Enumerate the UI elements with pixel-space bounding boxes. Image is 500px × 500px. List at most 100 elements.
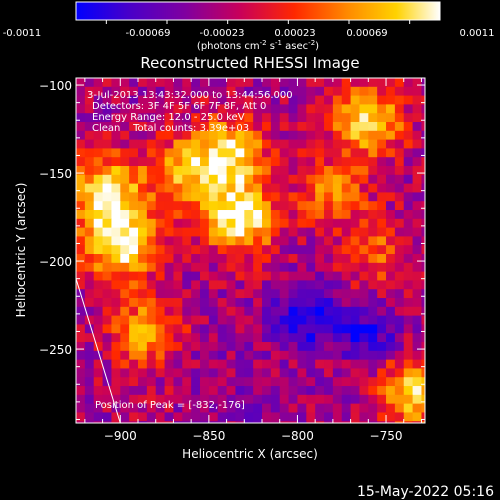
heatmap-cell	[244, 324, 254, 334]
heatmap-cell	[341, 262, 352, 273]
heatmap-cell	[93, 298, 104, 308]
heatmap-cell	[297, 289, 307, 299]
heatmap-cell	[394, 130, 405, 141]
heatmap-cell	[120, 386, 130, 396]
heatmap-cell	[102, 333, 112, 343]
annotation-detectors: Detectors: 3F 4F 5F 6F 7F 8F, Att 0	[92, 101, 266, 112]
heatmap-cell	[288, 394, 298, 405]
heatmap-cell	[315, 289, 325, 299]
heatmap-cell	[84, 298, 95, 308]
heatmap-cell	[270, 298, 281, 308]
heatmap-cell	[288, 192, 298, 202]
heatmap-cell	[208, 236, 219, 246]
heatmap-cell	[306, 113, 316, 123]
heatmap-cell	[368, 113, 378, 123]
heatmap-cell	[226, 262, 236, 273]
heatmap-cell	[226, 412, 236, 422]
heatmap-cell	[332, 333, 343, 343]
heatmap-cell	[341, 368, 352, 378]
heatmap-cell	[146, 86, 157, 97]
heatmap-cell	[403, 280, 414, 290]
heatmap-cell	[306, 227, 316, 237]
heatmap-cell	[279, 394, 290, 405]
heatmap-cell	[288, 148, 298, 158]
heatmap-cell	[84, 394, 95, 405]
heatmap-cell	[279, 342, 290, 352]
heatmap-cell	[350, 86, 360, 97]
heatmap-cell	[129, 289, 139, 299]
heatmap-cell	[403, 359, 414, 369]
heatmap-cell	[253, 368, 263, 378]
heatmap-cell	[332, 368, 343, 378]
heatmap-cell	[93, 210, 104, 220]
heatmap-cell	[412, 271, 422, 281]
heatmap-cell	[102, 254, 112, 264]
heatmap-cell	[262, 280, 272, 290]
heatmap-cell	[279, 359, 290, 369]
heatmap-cell	[332, 218, 343, 229]
heatmap-cell	[208, 262, 219, 273]
heatmap-cell	[244, 113, 254, 123]
heatmap-cell	[421, 227, 425, 237]
heatmap-cell	[262, 201, 272, 211]
heatmap-cell	[332, 122, 343, 132]
heatmap-cell	[394, 236, 405, 246]
heatmap-cell	[76, 245, 86, 255]
heatmap-cell	[279, 86, 290, 97]
heatmap-cell	[262, 315, 272, 325]
heatmap-cell	[235, 218, 245, 229]
heatmap-cell	[182, 174, 192, 185]
heatmap-cell	[279, 298, 290, 308]
heatmap-cell	[262, 139, 272, 149]
heatmap-cell	[217, 298, 228, 308]
heatmap-cell	[253, 148, 263, 158]
heatmap-cell	[235, 306, 245, 317]
heatmap-cell	[324, 95, 334, 105]
heatmap-cell	[403, 350, 414, 361]
heatmap-cell	[270, 166, 281, 176]
heatmap-cell	[155, 254, 166, 264]
heatmap-cell	[164, 86, 174, 97]
heatmap-cell	[226, 280, 236, 290]
heatmap-cell	[359, 218, 369, 229]
heatmap-cell	[403, 166, 414, 176]
heatmap-cell	[200, 280, 210, 290]
heatmap-cell	[403, 298, 414, 308]
heatmap-cell	[341, 245, 352, 255]
heatmap-cell	[386, 289, 396, 299]
heatmap-cell	[84, 227, 95, 237]
heatmap-cell	[217, 315, 228, 325]
heatmap-cell	[297, 218, 307, 229]
heatmap-cell	[84, 280, 95, 290]
heatmap-cell	[279, 421, 290, 423]
heatmap-cell	[102, 350, 112, 361]
heatmap-cell	[102, 122, 112, 132]
heatmap-cell	[120, 421, 130, 423]
heatmap-cell	[111, 245, 121, 255]
heatmap-cell	[386, 403, 396, 413]
heatmap-cell	[377, 227, 387, 237]
heatmap-cell	[191, 254, 201, 264]
heatmap-cell	[421, 86, 425, 97]
heatmap-cell	[235, 350, 245, 361]
heatmap-cell	[421, 394, 425, 405]
heatmap-cell	[315, 86, 325, 97]
heatmap-cell	[386, 104, 396, 114]
heatmap-cell	[208, 298, 219, 308]
heatmap-cell	[368, 280, 378, 290]
heatmap-cell	[102, 412, 112, 422]
heatmap-cell	[421, 386, 425, 396]
heatmap-cell	[129, 227, 139, 237]
heatmap-cell	[138, 104, 148, 114]
heatmap-cell	[359, 421, 369, 423]
heatmap-cell	[235, 157, 245, 167]
heatmap-cell	[270, 148, 281, 158]
heatmap-cell	[93, 139, 104, 149]
heatmap-cell	[164, 236, 174, 246]
heatmap-cell	[164, 174, 174, 185]
heatmap-cell	[262, 86, 272, 97]
heatmap-cell	[253, 315, 263, 325]
heatmap-cell	[297, 139, 307, 149]
heatmap-cell	[138, 271, 148, 281]
heatmap-cell	[217, 289, 228, 299]
